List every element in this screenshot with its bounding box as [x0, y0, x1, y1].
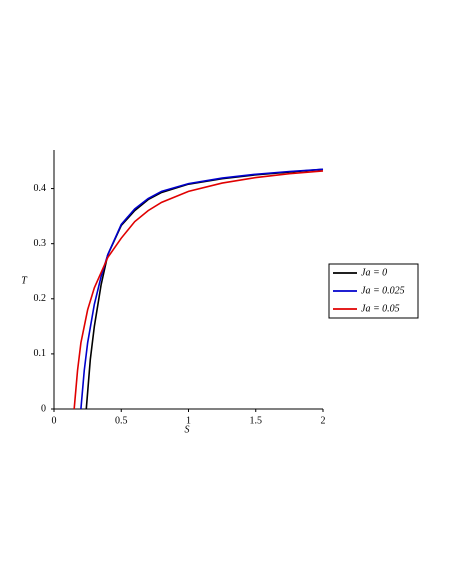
- y-axis-label: T: [21, 275, 28, 286]
- x-axis-label: S: [185, 424, 190, 435]
- series-line: [85, 168, 324, 410]
- y-tick-label: 0.4: [34, 183, 47, 194]
- y-tick-label: 0.2: [34, 293, 47, 304]
- x-tick-label: 0.5: [115, 415, 128, 426]
- legend-label: Ja = 0.05: [361, 303, 400, 314]
- legend-label: Ja = 0.025: [361, 285, 405, 296]
- series-line: [80, 168, 324, 410]
- y-tick-label: 0.1: [34, 348, 47, 359]
- y-tick-label: 0: [41, 403, 46, 414]
- legend-label: Ja = 0: [361, 267, 387, 278]
- x-tick-label: 1: [186, 415, 191, 426]
- x-tick-label: 1.5: [250, 415, 263, 426]
- series-line: [73, 170, 324, 410]
- x-tick-label: 0: [52, 415, 57, 426]
- x-tick-label: 2: [321, 415, 326, 426]
- y-tick-label: 0.3: [34, 238, 47, 249]
